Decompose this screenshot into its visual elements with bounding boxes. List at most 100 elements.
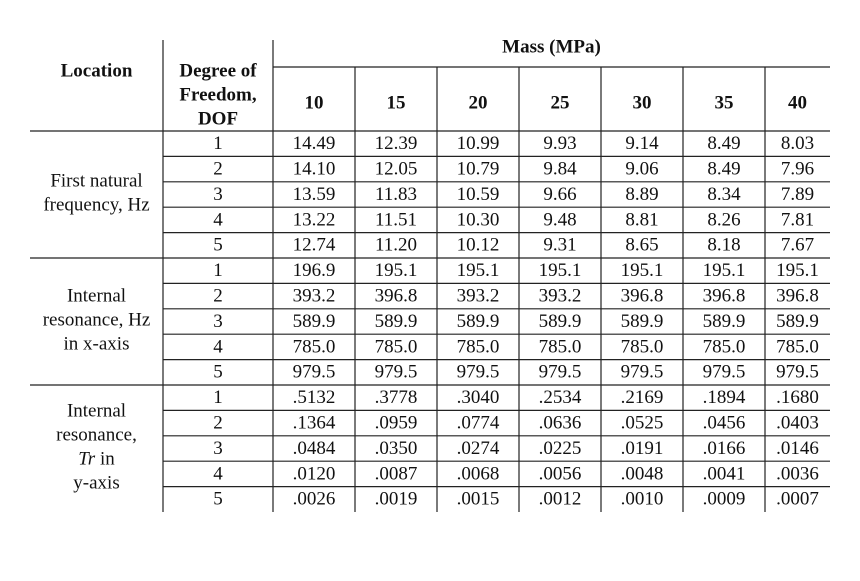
label-part: y-axis: [73, 473, 119, 494]
header-dof: Freedom,: [179, 84, 256, 105]
header-column: 25: [551, 92, 570, 113]
label-part: resonance,: [56, 425, 137, 446]
dof-cell: 1: [213, 387, 223, 408]
cell: 11.51: [375, 209, 417, 230]
group-label: y-axis: [73, 473, 119, 494]
cell: 396.8: [703, 285, 746, 306]
cell: .1894: [703, 387, 746, 408]
label-part: Internal: [67, 401, 126, 422]
cell: 785.0: [539, 336, 582, 357]
cell: 8.81: [625, 209, 658, 230]
cell: .3040: [457, 387, 500, 408]
cell: 7.96: [781, 158, 814, 179]
cell: 10.30: [457, 209, 500, 230]
cell: .0191: [621, 438, 664, 459]
cell: 9.48: [543, 209, 576, 230]
cell: .0274: [457, 438, 500, 459]
cell: .2169: [621, 387, 664, 408]
header-dof: Degree of: [179, 60, 257, 81]
cell: .0010: [621, 489, 664, 510]
cell: 979.5: [703, 362, 746, 383]
label-part: resonance, Hz: [43, 310, 151, 331]
cell: 785.0: [375, 336, 418, 357]
cell: 8.89: [625, 184, 658, 205]
header-group: Mass (MPa): [502, 36, 601, 57]
cell: 785.0: [457, 336, 500, 357]
dof-cell: 5: [213, 235, 223, 256]
cell: 13.59: [293, 184, 336, 205]
cell: 14.10: [293, 158, 336, 179]
cell: .0146: [776, 438, 819, 459]
dof-cell: 2: [213, 285, 223, 306]
cell: .0225: [539, 438, 582, 459]
cell: 979.5: [375, 362, 418, 383]
cell: 11.83: [375, 184, 417, 205]
cell: .0056: [539, 463, 582, 484]
cell: .1680: [776, 387, 819, 408]
group-label: Internal: [67, 286, 126, 307]
cell: 589.9: [621, 311, 664, 332]
header-column: 20: [469, 92, 488, 113]
cell: 785.0: [293, 336, 336, 357]
dof-cell: 4: [213, 463, 223, 484]
dof-cell: 3: [213, 438, 223, 459]
cell: 11.20: [375, 235, 417, 256]
dof-cell: 1: [213, 260, 223, 281]
label-part: Tr: [78, 449, 96, 470]
cell: .0774: [457, 412, 500, 433]
group-label: First natural: [50, 171, 142, 192]
cell: 10.12: [457, 235, 500, 256]
dof-cell: 3: [213, 184, 223, 205]
cell: .0403: [776, 412, 819, 433]
cell: 195.1: [621, 260, 664, 281]
cell: 396.8: [375, 285, 418, 306]
cell: 8.18: [707, 235, 740, 256]
cell: 10.79: [457, 158, 500, 179]
cell: 196.9: [293, 260, 336, 281]
cell: 7.81: [781, 209, 814, 230]
cell: 195.1: [375, 260, 418, 281]
cell: 14.49: [293, 133, 336, 154]
header-column: 30: [633, 92, 652, 113]
cell: 979.5: [776, 362, 819, 383]
cell: .0015: [457, 489, 500, 510]
cell: .2534: [539, 387, 582, 408]
header-column: 35: [715, 92, 734, 113]
header-column: 10: [305, 92, 324, 113]
cell: 9.14: [625, 133, 659, 154]
dof-cell: 5: [213, 362, 223, 383]
cell: .0009: [703, 489, 746, 510]
header-location: Location: [61, 60, 133, 81]
cell: .0484: [293, 438, 336, 459]
cell: .0068: [457, 463, 500, 484]
dof-cell: 2: [213, 412, 223, 433]
cell: 785.0: [621, 336, 664, 357]
cell: .3778: [375, 387, 418, 408]
cell: .0959: [375, 412, 418, 433]
cell: .0036: [776, 463, 819, 484]
cell: .0048: [621, 463, 664, 484]
group-label: resonance, Hz: [43, 310, 151, 331]
cell: 8.49: [707, 158, 740, 179]
dof-cell: 1: [213, 133, 223, 154]
cell: .0525: [621, 412, 664, 433]
cell: 12.39: [375, 133, 418, 154]
group-label: in x-axis: [64, 334, 130, 355]
cell: 979.5: [457, 362, 500, 383]
cell: 589.9: [776, 311, 819, 332]
cell: .0019: [375, 489, 418, 510]
cell: 10.59: [457, 184, 500, 205]
cell: .0636: [539, 412, 582, 433]
cell: .0087: [375, 463, 418, 484]
label-part: in: [100, 449, 115, 470]
cell: 9.06: [625, 158, 658, 179]
cell: 589.9: [703, 311, 746, 332]
cell: 8.49: [707, 133, 740, 154]
cell: 393.2: [293, 285, 336, 306]
cell: 12.05: [375, 158, 418, 179]
cell: 195.1: [539, 260, 582, 281]
cell: 393.2: [457, 285, 500, 306]
cell: .0007: [776, 489, 819, 510]
cell: 7.89: [781, 184, 814, 205]
